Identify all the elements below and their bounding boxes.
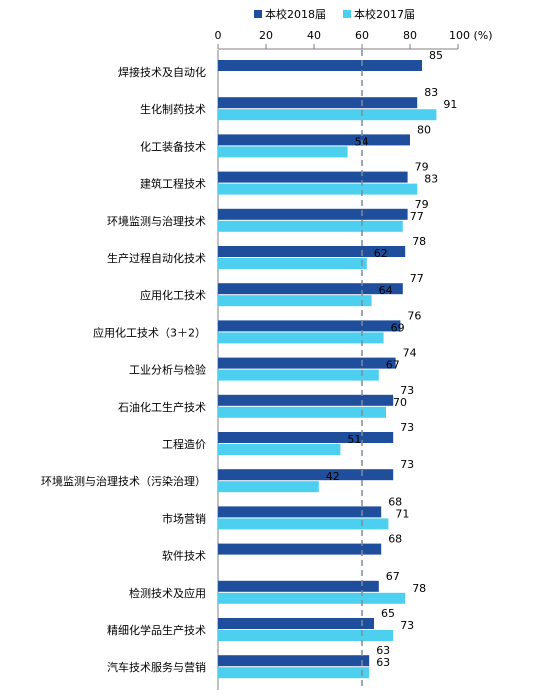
x-tick-label: 60 bbox=[355, 29, 369, 42]
data-label: 42 bbox=[326, 470, 340, 483]
data-label: 79 bbox=[415, 198, 429, 211]
category-label: 检测技术及应用 bbox=[129, 586, 206, 600]
data-label: 68 bbox=[388, 495, 402, 508]
category-label: 环境监测与治理技术 bbox=[107, 214, 206, 228]
bar-2018 bbox=[218, 506, 382, 518]
bar-2017 bbox=[218, 630, 394, 641]
legend-label-2018: 本校2018届 bbox=[265, 7, 326, 21]
x-tick-label: 80 bbox=[403, 29, 417, 42]
category-label: 汽车技术服务与营销 bbox=[107, 660, 206, 674]
data-label: 77 bbox=[410, 210, 424, 223]
bar-2017 bbox=[218, 406, 386, 418]
bar-2017 bbox=[218, 667, 370, 679]
bar-2018 bbox=[218, 246, 406, 257]
bar-2017 bbox=[218, 481, 319, 493]
category-label: 市场营销 bbox=[162, 511, 206, 525]
legend-swatch-2017 bbox=[343, 10, 351, 18]
x-tick-label: 40 bbox=[307, 29, 321, 42]
bar-2018 bbox=[218, 60, 422, 71]
category-label: 工业分析与检验 bbox=[129, 363, 206, 377]
data-label: 78 bbox=[412, 582, 426, 595]
bar-2017 bbox=[218, 258, 367, 269]
data-label: 69 bbox=[391, 321, 405, 334]
data-label: 62 bbox=[374, 247, 388, 260]
bar-2017 bbox=[218, 369, 379, 381]
bar-2017 bbox=[218, 183, 418, 195]
category-label: 工程造价 bbox=[162, 437, 206, 451]
data-label: 78 bbox=[412, 235, 426, 248]
data-label: 85 bbox=[429, 49, 443, 62]
bar-2018 bbox=[218, 208, 408, 220]
data-label: 73 bbox=[400, 384, 414, 397]
data-label: 83 bbox=[424, 86, 438, 99]
data-label: 65 bbox=[381, 607, 395, 620]
bar-2017 bbox=[218, 295, 372, 307]
data-label: 71 bbox=[395, 507, 409, 520]
x-tick-label: 20 bbox=[259, 29, 273, 42]
bar-2018 bbox=[218, 432, 394, 443]
category-label: 生化制药技术 bbox=[140, 102, 206, 116]
bar-2017 bbox=[218, 332, 384, 344]
category-label: 化工装备技术 bbox=[140, 139, 206, 153]
bar-2018 bbox=[218, 134, 410, 146]
bar-2017 bbox=[218, 109, 437, 121]
bar-2018 bbox=[218, 618, 374, 629]
bar-2017 bbox=[218, 444, 341, 455]
category-label: 环境监测与治理技术（污染治理） bbox=[41, 474, 206, 488]
category-label: 生产过程自动化技术 bbox=[107, 251, 206, 265]
bar-2017 bbox=[218, 518, 389, 530]
category-label: 建筑工程技术 bbox=[140, 177, 206, 191]
data-label: 77 bbox=[410, 272, 424, 285]
data-label: 68 bbox=[388, 533, 402, 546]
bar-2018 bbox=[218, 580, 379, 592]
data-label: 91 bbox=[443, 98, 457, 111]
data-label: 76 bbox=[407, 309, 421, 322]
data-label: 74 bbox=[403, 347, 417, 360]
data-label: 79 bbox=[415, 161, 429, 174]
bar-2018 bbox=[218, 655, 370, 667]
legend: 本校2018届 本校2017届 bbox=[254, 7, 415, 21]
data-label: 80 bbox=[417, 123, 431, 136]
category-label: 软件技术 bbox=[162, 549, 206, 563]
bar-2017 bbox=[218, 592, 406, 604]
bar-2018 bbox=[218, 283, 403, 295]
data-label: 67 bbox=[386, 570, 400, 583]
bar-2017 bbox=[218, 220, 403, 232]
bar-2018 bbox=[218, 171, 408, 183]
data-label: 63 bbox=[376, 644, 390, 657]
bar-2018 bbox=[218, 394, 394, 406]
data-label: 73 bbox=[400, 619, 414, 632]
category-label: 应用化工技术 bbox=[140, 288, 206, 302]
data-label: 70 bbox=[393, 396, 407, 409]
data-label: 64 bbox=[379, 284, 393, 297]
data-label: 67 bbox=[386, 359, 400, 372]
x-tick-label: 0 bbox=[215, 29, 222, 42]
category-labels: 焊接技术及自动化生化制药技术化工装备技术建筑工程技术环境监测与治理技术生产过程自… bbox=[41, 65, 206, 674]
x-tick-label: 100 (%) bbox=[449, 29, 493, 42]
bar-2018 bbox=[218, 320, 401, 332]
bar-2018 bbox=[218, 469, 394, 481]
bars: 8583918054798379777862776476697467737073… bbox=[218, 49, 457, 690]
data-label: 73 bbox=[400, 421, 414, 434]
category-label: 应用化工技术（3＋2） bbox=[93, 325, 206, 339]
category-label: 焊接技术及自动化 bbox=[118, 65, 206, 79]
bar-2018 bbox=[218, 357, 396, 369]
category-label: 精细化学品生产技术 bbox=[107, 623, 206, 637]
bar-2017 bbox=[218, 146, 348, 158]
data-label: 63 bbox=[376, 656, 390, 669]
data-label: 51 bbox=[347, 433, 361, 446]
data-label: 83 bbox=[424, 173, 438, 186]
data-label: 73 bbox=[400, 458, 414, 471]
category-label: 石油化工生产技术 bbox=[118, 400, 206, 414]
bar-2018 bbox=[218, 543, 382, 555]
legend-swatch-2018 bbox=[254, 10, 262, 18]
legend-label-2017: 本校2017届 bbox=[354, 7, 415, 21]
bar-2018 bbox=[218, 97, 418, 109]
